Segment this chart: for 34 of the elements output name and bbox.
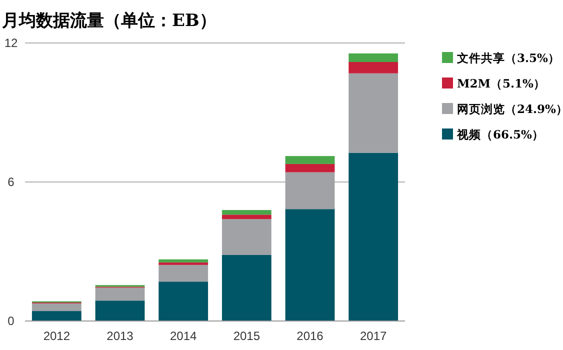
bar xyxy=(32,303,82,312)
bar xyxy=(158,282,208,321)
bar xyxy=(222,254,272,321)
bar xyxy=(95,300,145,321)
legend-label: 文件共享（3.5%） xyxy=(456,51,560,65)
x-tick-label: 2013 xyxy=(106,329,134,343)
x-tick-label: 2014 xyxy=(170,329,198,343)
bar xyxy=(222,219,272,255)
bar xyxy=(348,152,398,321)
bar xyxy=(285,156,335,164)
bar xyxy=(348,53,398,62)
x-tick-label: 2012 xyxy=(43,329,70,343)
y-tick-label: 0 xyxy=(8,314,15,328)
bar xyxy=(158,262,208,265)
bar xyxy=(285,164,335,172)
x-tick-label: 2015 xyxy=(233,329,260,343)
y-tick-label: 6 xyxy=(8,175,15,189)
bar xyxy=(158,264,208,282)
bar xyxy=(348,73,398,153)
bar xyxy=(285,209,335,321)
bar xyxy=(158,259,208,262)
x-tick-label: 2016 xyxy=(296,329,324,343)
legend-label: M2M（5.1%） xyxy=(457,76,546,90)
bar xyxy=(32,311,82,321)
bar xyxy=(348,62,398,74)
chart-title: 月均数据流量（单位：EB） xyxy=(1,11,216,31)
y-tick-label: 12 xyxy=(4,36,18,50)
x-tick-label: 2017 xyxy=(360,329,388,343)
bar xyxy=(95,288,145,301)
bar xyxy=(285,172,335,210)
legend-label: 网页浏览（24.9%） xyxy=(457,102,563,116)
bar xyxy=(222,210,272,215)
legend-label: 视频（66.5%） xyxy=(456,128,544,142)
bar xyxy=(222,214,272,220)
